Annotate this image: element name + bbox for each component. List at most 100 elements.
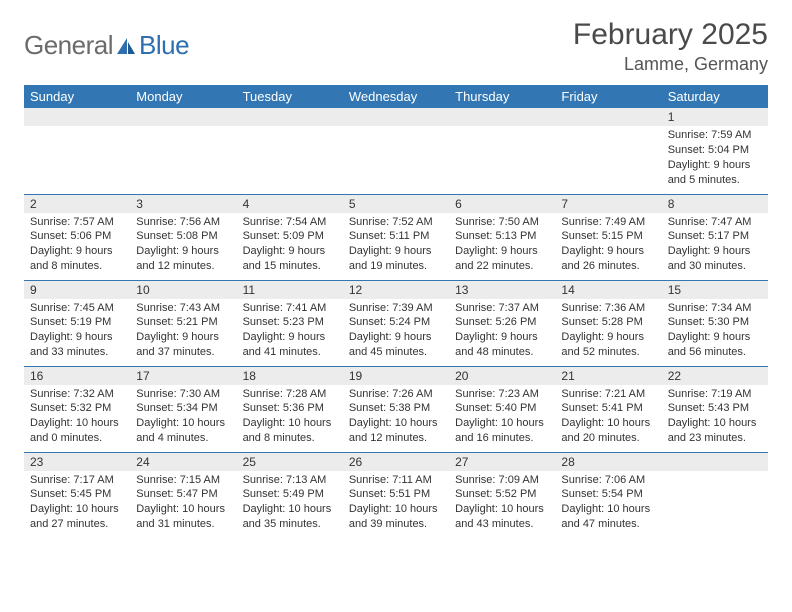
- calendar-day-cell: 27Sunrise: 7:09 AMSunset: 5:52 PMDayligh…: [449, 452, 555, 538]
- calendar-day-cell: 24Sunrise: 7:15 AMSunset: 5:47 PMDayligh…: [130, 452, 236, 538]
- calendar-day-cell: 1Sunrise: 7:59 AMSunset: 5:04 PMDaylight…: [662, 108, 768, 194]
- day-number: 7: [555, 195, 661, 213]
- weekday-header: Wednesday: [343, 85, 449, 108]
- day-details: Sunrise: 7:56 AMSunset: 5:08 PMDaylight:…: [130, 213, 236, 278]
- calendar-day-cell: 16Sunrise: 7:32 AMSunset: 5:32 PMDayligh…: [24, 366, 130, 452]
- logo-text-general: General: [24, 30, 113, 61]
- calendar-day-cell: 3Sunrise: 7:56 AMSunset: 5:08 PMDaylight…: [130, 194, 236, 280]
- calendar-day-cell: [237, 108, 343, 194]
- calendar-day-cell: [662, 452, 768, 538]
- day-number: 5: [343, 195, 449, 213]
- day-details: Sunrise: 7:45 AMSunset: 5:19 PMDaylight:…: [24, 299, 130, 364]
- day-details: Sunrise: 7:49 AMSunset: 5:15 PMDaylight:…: [555, 213, 661, 278]
- calendar-day-cell: 21Sunrise: 7:21 AMSunset: 5:41 PMDayligh…: [555, 366, 661, 452]
- weekday-header: Tuesday: [237, 85, 343, 108]
- day-number: [130, 108, 236, 126]
- day-number: 16: [24, 367, 130, 385]
- day-number: 14: [555, 281, 661, 299]
- location-label: Lamme, Germany: [573, 54, 768, 75]
- day-details: Sunrise: 7:09 AMSunset: 5:52 PMDaylight:…: [449, 471, 555, 536]
- day-details: Sunrise: 7:34 AMSunset: 5:30 PMDaylight:…: [662, 299, 768, 364]
- day-number: 11: [237, 281, 343, 299]
- calendar-day-cell: 23Sunrise: 7:17 AMSunset: 5:45 PMDayligh…: [24, 452, 130, 538]
- day-number: 8: [662, 195, 768, 213]
- day-number: [662, 453, 768, 471]
- calendar-day-cell: 4Sunrise: 7:54 AMSunset: 5:09 PMDaylight…: [237, 194, 343, 280]
- calendar-day-cell: 5Sunrise: 7:52 AMSunset: 5:11 PMDaylight…: [343, 194, 449, 280]
- day-details: Sunrise: 7:57 AMSunset: 5:06 PMDaylight:…: [24, 213, 130, 278]
- calendar-table: SundayMondayTuesdayWednesdayThursdayFrid…: [24, 85, 768, 538]
- calendar-body: 1Sunrise: 7:59 AMSunset: 5:04 PMDaylight…: [24, 108, 768, 538]
- calendar-day-cell: 14Sunrise: 7:36 AMSunset: 5:28 PMDayligh…: [555, 280, 661, 366]
- calendar-day-cell: 18Sunrise: 7:28 AMSunset: 5:36 PMDayligh…: [237, 366, 343, 452]
- calendar-day-cell: 26Sunrise: 7:11 AMSunset: 5:51 PMDayligh…: [343, 452, 449, 538]
- day-details: Sunrise: 7:15 AMSunset: 5:47 PMDaylight:…: [130, 471, 236, 536]
- calendar-week-row: 2Sunrise: 7:57 AMSunset: 5:06 PMDaylight…: [24, 194, 768, 280]
- day-number: 19: [343, 367, 449, 385]
- day-number: [449, 108, 555, 126]
- day-number: 26: [343, 453, 449, 471]
- day-details: Sunrise: 7:43 AMSunset: 5:21 PMDaylight:…: [130, 299, 236, 364]
- day-details: Sunrise: 7:11 AMSunset: 5:51 PMDaylight:…: [343, 471, 449, 536]
- calendar-day-cell: 20Sunrise: 7:23 AMSunset: 5:40 PMDayligh…: [449, 366, 555, 452]
- calendar-day-cell: 11Sunrise: 7:41 AMSunset: 5:23 PMDayligh…: [237, 280, 343, 366]
- title-block: February 2025 Lamme, Germany: [573, 18, 768, 75]
- day-details: Sunrise: 7:30 AMSunset: 5:34 PMDaylight:…: [130, 385, 236, 450]
- day-number: 12: [343, 281, 449, 299]
- calendar-day-cell: 7Sunrise: 7:49 AMSunset: 5:15 PMDaylight…: [555, 194, 661, 280]
- calendar-day-cell: 10Sunrise: 7:43 AMSunset: 5:21 PMDayligh…: [130, 280, 236, 366]
- weekday-header: Thursday: [449, 85, 555, 108]
- day-details: Sunrise: 7:28 AMSunset: 5:36 PMDaylight:…: [237, 385, 343, 450]
- day-number: 2: [24, 195, 130, 213]
- weekday-header-row: SundayMondayTuesdayWednesdayThursdayFrid…: [24, 85, 768, 108]
- day-details: Sunrise: 7:52 AMSunset: 5:11 PMDaylight:…: [343, 213, 449, 278]
- calendar-day-cell: 2Sunrise: 7:57 AMSunset: 5:06 PMDaylight…: [24, 194, 130, 280]
- day-number: 25: [237, 453, 343, 471]
- calendar-day-cell: 15Sunrise: 7:34 AMSunset: 5:30 PMDayligh…: [662, 280, 768, 366]
- weekday-header: Saturday: [662, 85, 768, 108]
- calendar-day-cell: [555, 108, 661, 194]
- day-number: 15: [662, 281, 768, 299]
- day-number: 28: [555, 453, 661, 471]
- day-number: 21: [555, 367, 661, 385]
- calendar-week-row: 1Sunrise: 7:59 AMSunset: 5:04 PMDaylight…: [24, 108, 768, 194]
- day-details: Sunrise: 7:36 AMSunset: 5:28 PMDaylight:…: [555, 299, 661, 364]
- calendar-day-cell: 9Sunrise: 7:45 AMSunset: 5:19 PMDaylight…: [24, 280, 130, 366]
- day-details: Sunrise: 7:21 AMSunset: 5:41 PMDaylight:…: [555, 385, 661, 450]
- weekday-header: Monday: [130, 85, 236, 108]
- calendar-week-row: 16Sunrise: 7:32 AMSunset: 5:32 PMDayligh…: [24, 366, 768, 452]
- day-number: [555, 108, 661, 126]
- logo-text-blue: Blue: [139, 35, 189, 56]
- day-details: Sunrise: 7:37 AMSunset: 5:26 PMDaylight:…: [449, 299, 555, 364]
- day-details: Sunrise: 7:39 AMSunset: 5:24 PMDaylight:…: [343, 299, 449, 364]
- weekday-header: Sunday: [24, 85, 130, 108]
- calendar-day-cell: 19Sunrise: 7:26 AMSunset: 5:38 PMDayligh…: [343, 366, 449, 452]
- calendar-day-cell: 8Sunrise: 7:47 AMSunset: 5:17 PMDaylight…: [662, 194, 768, 280]
- logo-sail-icon: [115, 36, 137, 56]
- header: General Blue February 2025 Lamme, German…: [24, 18, 768, 75]
- calendar-week-row: 23Sunrise: 7:17 AMSunset: 5:45 PMDayligh…: [24, 452, 768, 538]
- day-number: 17: [130, 367, 236, 385]
- day-number: [343, 108, 449, 126]
- calendar-day-cell: 25Sunrise: 7:13 AMSunset: 5:49 PMDayligh…: [237, 452, 343, 538]
- day-details: Sunrise: 7:19 AMSunset: 5:43 PMDaylight:…: [662, 385, 768, 450]
- calendar-day-cell: [343, 108, 449, 194]
- day-number: [24, 108, 130, 126]
- day-details: Sunrise: 7:47 AMSunset: 5:17 PMDaylight:…: [662, 213, 768, 278]
- day-number: 27: [449, 453, 555, 471]
- day-number: 23: [24, 453, 130, 471]
- day-details: Sunrise: 7:06 AMSunset: 5:54 PMDaylight:…: [555, 471, 661, 536]
- day-number: 22: [662, 367, 768, 385]
- day-details: Sunrise: 7:59 AMSunset: 5:04 PMDaylight:…: [662, 126, 768, 191]
- day-details: Sunrise: 7:13 AMSunset: 5:49 PMDaylight:…: [237, 471, 343, 536]
- day-details: Sunrise: 7:54 AMSunset: 5:09 PMDaylight:…: [237, 213, 343, 278]
- calendar-day-cell: [449, 108, 555, 194]
- day-number: 24: [130, 453, 236, 471]
- day-number: 3: [130, 195, 236, 213]
- calendar-day-cell: [24, 108, 130, 194]
- day-details: Sunrise: 7:41 AMSunset: 5:23 PMDaylight:…: [237, 299, 343, 364]
- calendar-day-cell: 17Sunrise: 7:30 AMSunset: 5:34 PMDayligh…: [130, 366, 236, 452]
- month-title: February 2025: [573, 18, 768, 52]
- day-number: 6: [449, 195, 555, 213]
- calendar-week-row: 9Sunrise: 7:45 AMSunset: 5:19 PMDaylight…: [24, 280, 768, 366]
